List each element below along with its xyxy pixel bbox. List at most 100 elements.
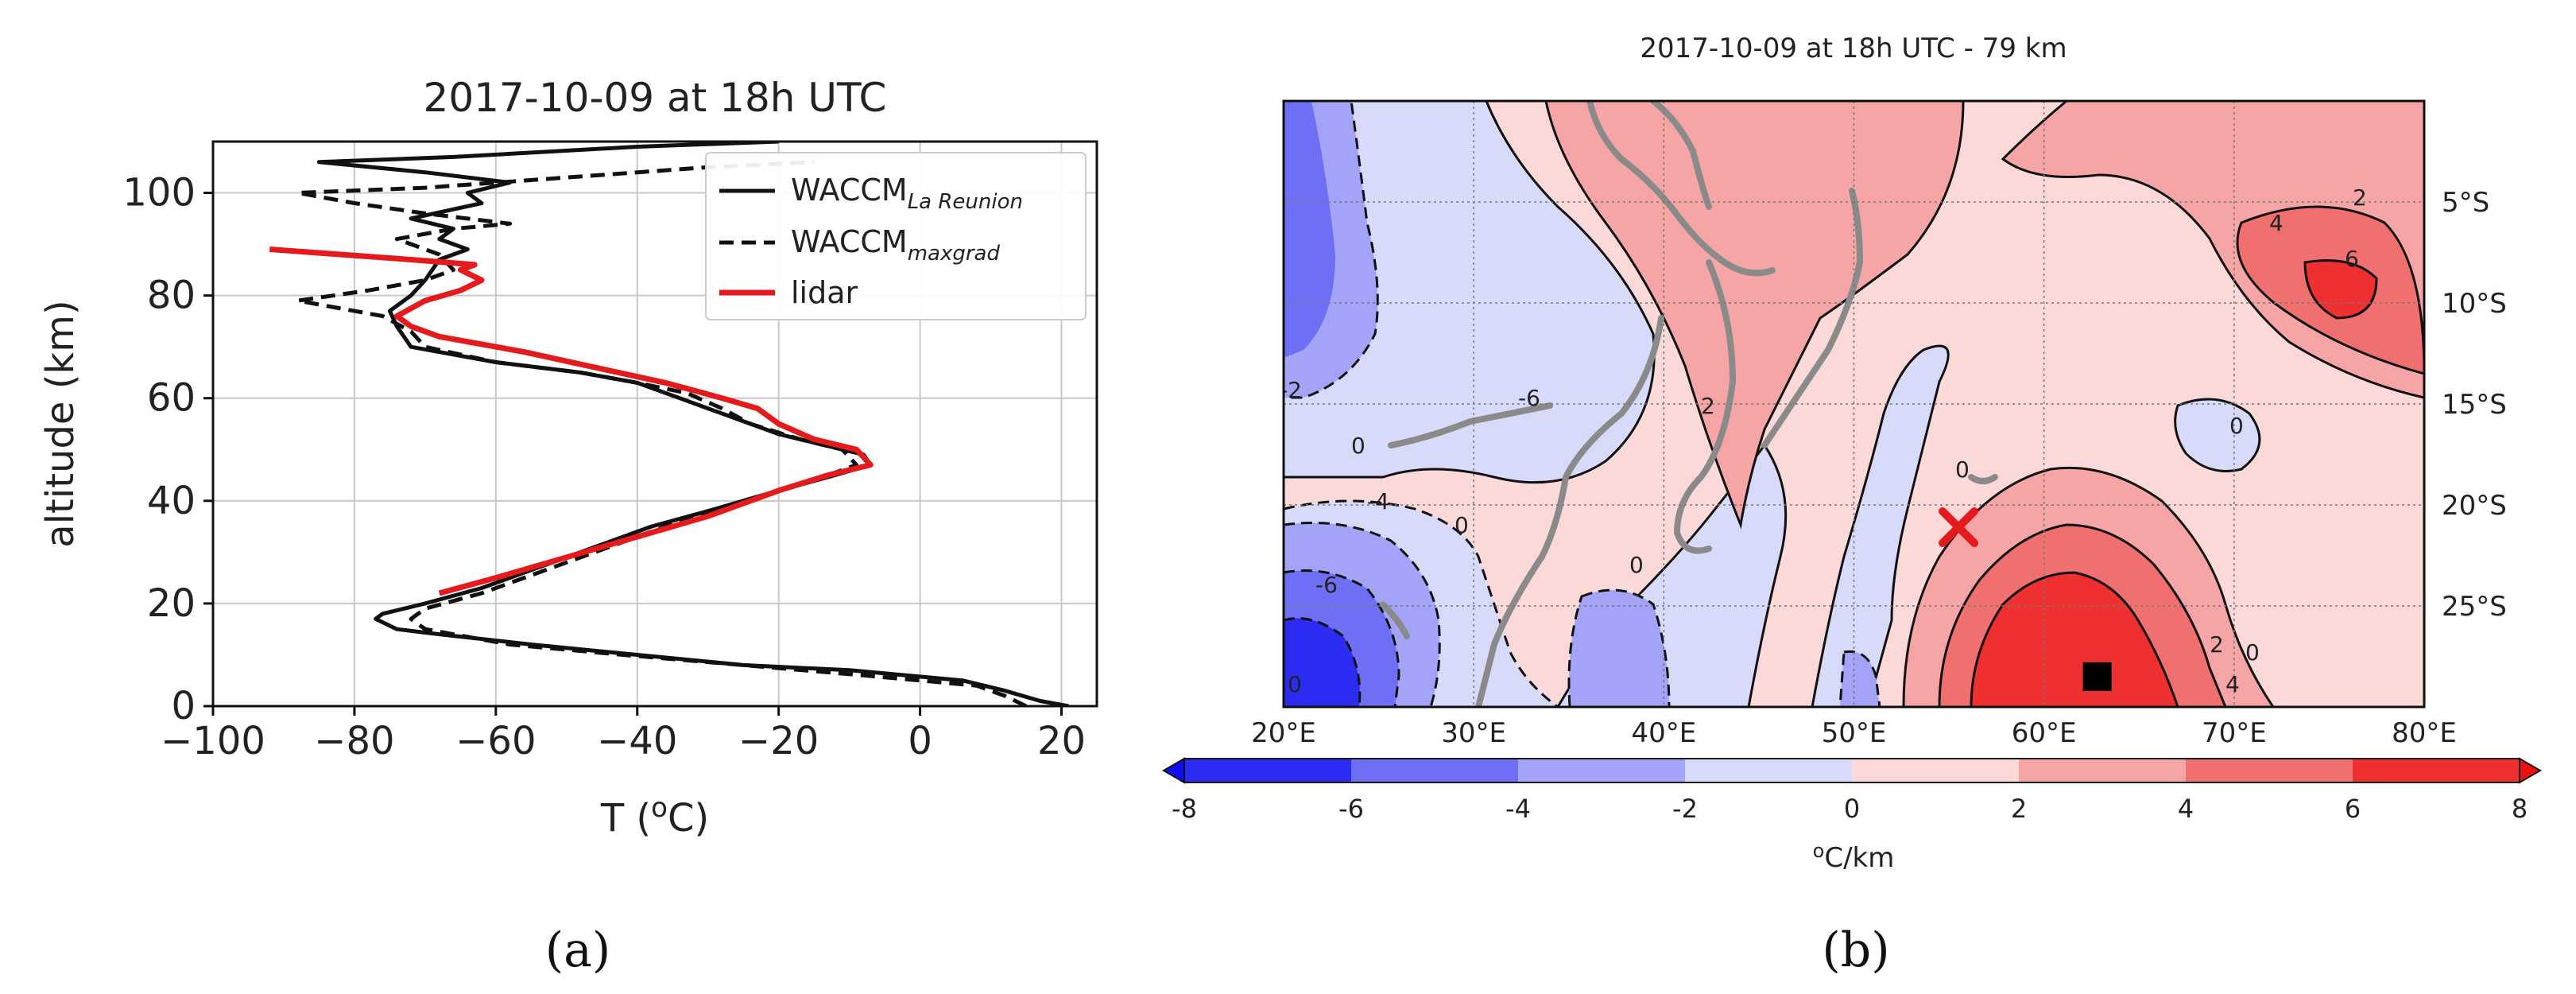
region-2-to-4-north <box>1544 101 1965 530</box>
lat-tick-label: 15°S <box>2442 389 2507 421</box>
colorbar-frame <box>1183 758 2520 783</box>
colorbar-segment <box>1184 759 1352 782</box>
x-tick-label: −80 <box>314 719 394 763</box>
y-tick-label: 40 <box>147 479 196 523</box>
panel-a-legend: WACCMLa Reunion WACCMmaxgrad lidar <box>705 152 1087 320</box>
coastline-south-africa <box>1380 601 1410 639</box>
coastline-east-africa-north <box>1586 101 1776 277</box>
lon-tick-label: 80°E <box>2392 717 2457 749</box>
legend-label-waccm-maxgrad: WACCMmaxgrad <box>791 224 1000 266</box>
region-below-neg6-sw <box>1284 617 1362 707</box>
colorbar-segment <box>1518 759 1686 782</box>
colorbar-segment <box>1685 759 1853 782</box>
y-tick-label: 80 <box>147 274 196 318</box>
contour-label: 0 <box>2245 639 2260 666</box>
colorbar-tick-label: -6 <box>1338 794 1364 824</box>
contour-label: 0 <box>1351 433 1365 459</box>
lat-tick-label: 5°S <box>2442 187 2489 219</box>
coastline-madagascar-west <box>1674 259 1736 554</box>
panel-b-frame <box>1282 99 2426 709</box>
x-tick-label: 0 <box>908 719 932 763</box>
contour-label: -6 <box>1518 385 1540 411</box>
contour-label: 6 <box>2345 246 2359 272</box>
region-neg2-to-0-east-blob <box>2174 398 2261 472</box>
contour-label: 2 <box>2210 631 2224 658</box>
contour-label: 0 <box>1455 512 1469 538</box>
colorbar-tick-label: 4 <box>2178 794 2194 824</box>
contour-label: 2 <box>2353 184 2367 211</box>
panel-b-label: (b) <box>1822 922 1889 978</box>
legend-label-waccm-la-reunion: WACCMLa Reunion <box>791 173 1023 214</box>
y-tick-label: 20 <box>147 581 196 626</box>
region-neg4-to-neg2-south <box>1567 588 1671 707</box>
region-neg6-to-neg4-west <box>1284 101 1335 358</box>
panel-a-xlabel: T (oC) <box>600 792 709 841</box>
lat-tick-label: 20°S <box>2442 490 2507 522</box>
contour-label: 2 <box>1701 393 1715 419</box>
panel-a-line-chart: 2017-10-09 at 18h UTC −100 −80 −60 −40 −20 0 2… <box>38 75 1098 841</box>
colorbar-segment <box>2019 759 2187 782</box>
lat-tick-label: 25°S <box>2442 591 2507 623</box>
panel-a-series <box>269 142 1069 706</box>
colorbar-label: oC/km <box>1813 840 1895 874</box>
colorbar-segment <box>1852 759 2020 782</box>
maxgrad-square-marker <box>2082 662 2112 691</box>
lon-tick-label: 40°E <box>1631 717 1696 749</box>
contour-label: -6 <box>1315 572 1338 598</box>
lon-tick-label: 30°E <box>1441 717 1506 749</box>
contour-label: -4 <box>1367 488 1389 514</box>
region-neg2-to-0-west <box>1284 101 1656 484</box>
contour-label: 0 <box>1288 671 1302 697</box>
contour-field: -2 0 0 0 2 0 0 -4 -6 -6 2 4 2 4 6 0 0 <box>1280 101 2424 707</box>
x-tick-label: −60 <box>455 719 536 763</box>
panel-b-contour-map: 2017-10-09 at 18h UTC - 79 km <box>1161 33 2543 874</box>
lon-tick-label: 70°E <box>2202 717 2267 749</box>
coastline-mozambique <box>1475 315 1664 707</box>
legend-label-lidar: lidar <box>791 275 858 310</box>
contour-label: 4 <box>2269 210 2284 236</box>
colorbar: -8 -6 -4 -2 0 2 4 6 8 <box>1161 757 2543 824</box>
panel-b-markers <box>1939 507 2112 691</box>
x-tick-label: 20 <box>1037 719 1086 763</box>
panel-a-ylabel: altitude (km) <box>38 300 83 547</box>
lon-tick-label: 60°E <box>2012 717 2077 749</box>
colorbar-segment <box>1351 759 1519 782</box>
panel-a-title: 2017-10-09 at 18h UTC <box>424 75 887 121</box>
series-line-waccm-maxgrad <box>296 160 1028 706</box>
contour-label: 0 <box>1955 456 1970 483</box>
colorbar-segment <box>2186 759 2353 782</box>
colorbar-tick-label: 0 <box>1844 794 1860 824</box>
contour-label: 0 <box>2229 413 2244 439</box>
colorbar-extend-low <box>1161 757 1185 784</box>
colorbar-tick-label: -2 <box>1672 794 1698 824</box>
panel-a-label: (a) <box>545 922 611 978</box>
coastlines <box>1380 101 1998 707</box>
panel-a-frame <box>211 140 1098 708</box>
panel-b-ticks: 20°E 30°E 40°E 50°E 60°E 70°E 80°E 5°S 10°S 15°S 2… <box>1251 187 2507 749</box>
y-tick-label: 0 <box>171 684 196 728</box>
x-tick-label: −100 <box>161 719 265 763</box>
lon-tick-label: 20°E <box>1251 717 1316 749</box>
y-tick-label: 100 <box>122 171 196 215</box>
x-tick-label: −20 <box>738 719 819 763</box>
panel-a-ticks: −100 −80 −60 −40 −20 0 20 0 20 40 60 80 100 <box>122 171 1086 763</box>
region-neg4-to-neg2-channel <box>1838 650 1881 707</box>
lidar-site-x-marker <box>1939 507 1979 547</box>
colorbar-segment <box>2353 759 2520 782</box>
colorbar-tick-label: -4 <box>1505 794 1531 824</box>
contour-label: -2 <box>1280 377 1302 403</box>
lat-tick-label: 10°S <box>2442 288 2507 320</box>
coastline-reunion <box>1968 474 1998 484</box>
panel-b-grid <box>1284 101 2424 707</box>
contour-label: 4 <box>2225 671 2240 697</box>
contour-label: 0 <box>1629 552 1644 578</box>
colorbar-extend-high <box>2519 757 2543 784</box>
series-line-lidar <box>269 247 874 596</box>
region-above-6-northeast <box>2303 259 2378 320</box>
colorbar-tick-label: -8 <box>1172 794 1197 824</box>
y-tick-label: 60 <box>147 376 196 421</box>
x-tick-label: −40 <box>597 719 677 763</box>
colorbar-tick-label: 8 <box>2512 794 2528 824</box>
lon-tick-label: 50°E <box>1822 717 1887 749</box>
